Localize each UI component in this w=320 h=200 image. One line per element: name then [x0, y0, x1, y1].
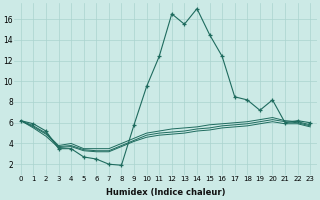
X-axis label: Humidex (Indice chaleur): Humidex (Indice chaleur) — [106, 188, 225, 197]
